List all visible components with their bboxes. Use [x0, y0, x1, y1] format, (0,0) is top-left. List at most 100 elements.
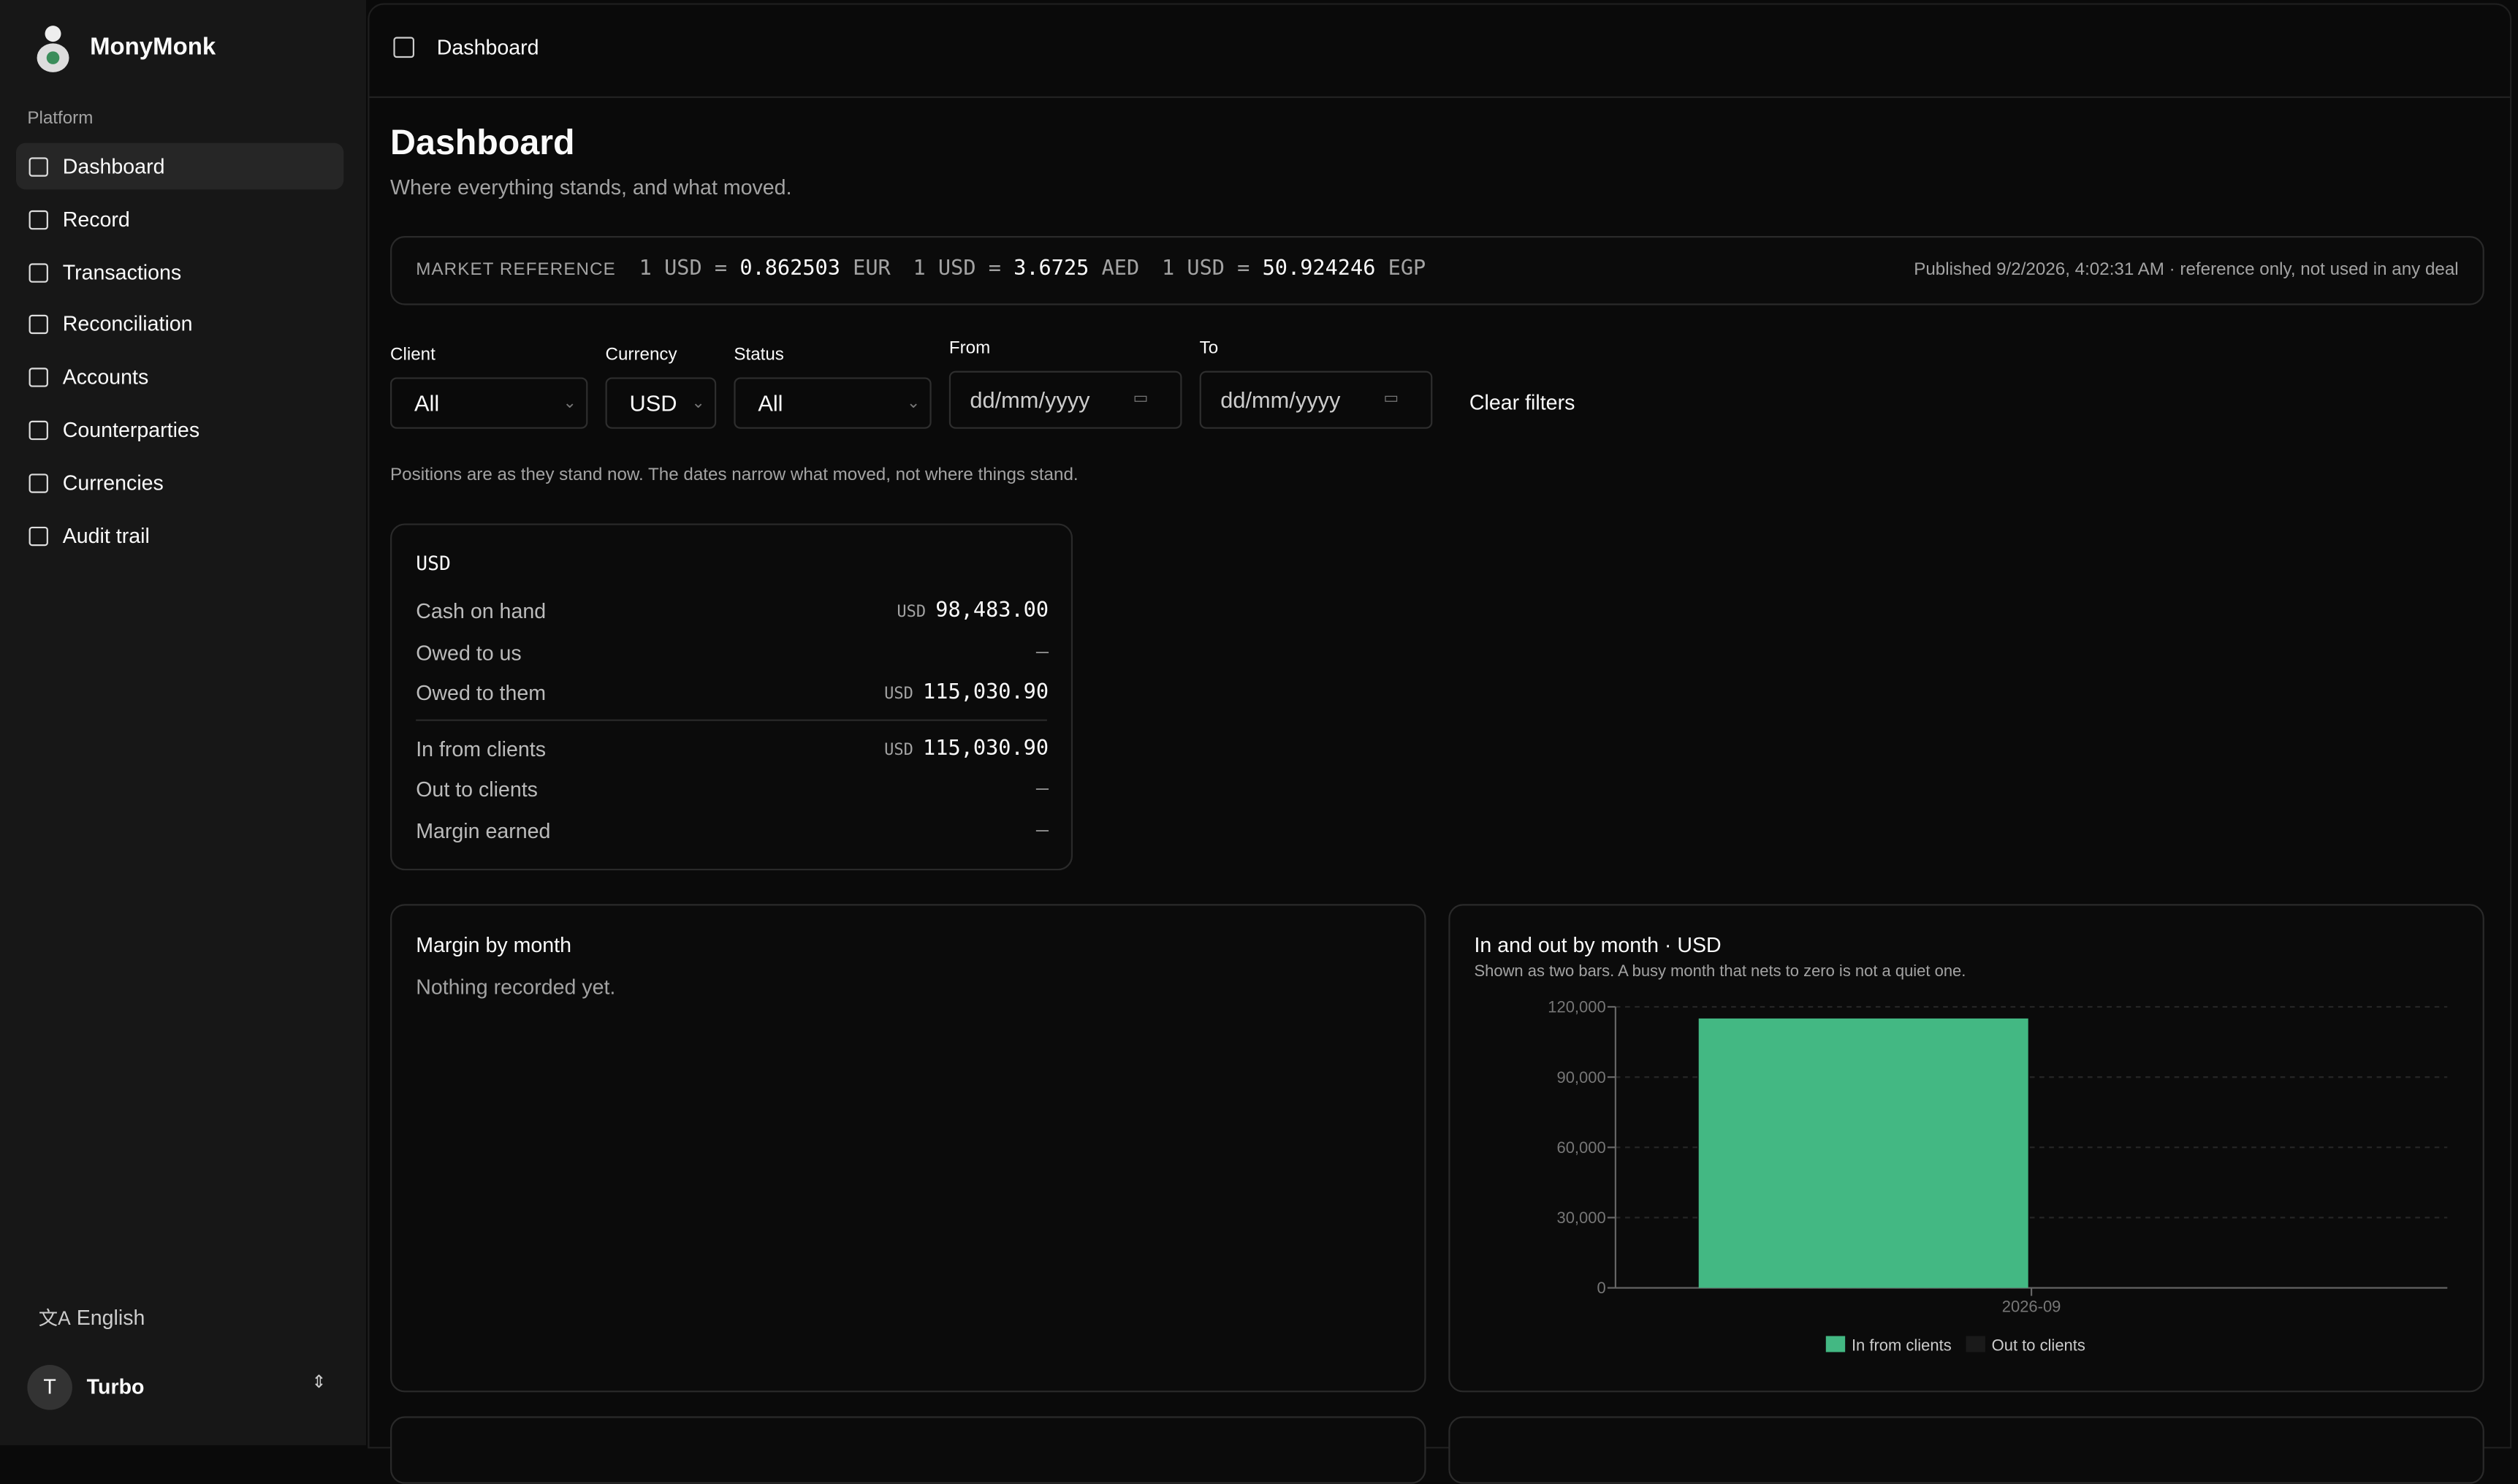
logo	[37, 26, 69, 72]
clear-filters[interactable]: Clear filters	[1469, 390, 1575, 415]
filter-label: Currency	[605, 345, 677, 365]
page-title: Dashboard	[390, 122, 575, 162]
select[interactable]: USD ⌄	[605, 377, 717, 429]
select[interactable]: All ⌄	[734, 377, 932, 429]
filter-value: USD	[629, 390, 677, 416]
nav-item[interactable]: Currencies	[16, 459, 343, 506]
chart: In and out by month · USD Shown as two ba…	[1474, 934, 2448, 1354]
row-amount: 98,483.00	[935, 598, 1049, 623]
row-label: Margin earned	[416, 818, 551, 843]
divider	[416, 719, 1047, 721]
row-unit: USD	[884, 741, 913, 759]
rate: 1 USD = 50.924246 EGP	[1162, 257, 1426, 281]
legend-swatch	[1825, 1336, 1846, 1352]
nav-icon	[28, 368, 48, 388]
row-value: —	[1036, 819, 1049, 843]
row-amount: 115,030.90	[923, 736, 1049, 761]
filter-value: All	[414, 390, 440, 416]
header-divider	[369, 96, 2511, 99]
y-tick-label: 90,000	[1556, 1068, 1605, 1087]
chevron: ⌄	[691, 395, 705, 413]
rate-value: 3.6725	[1013, 256, 1089, 281]
filter-label: From	[948, 338, 991, 359]
date-input[interactable]: dd/mm/yyyy ▭	[1199, 370, 1433, 429]
filter-value: dd/mm/yyyy	[1220, 387, 1341, 413]
filter-value: All	[758, 390, 783, 416]
nav-label: Transactions	[62, 259, 182, 284]
user-name[interactable]: Turbo	[86, 1374, 145, 1399]
nav-label: Accounts	[62, 365, 149, 389]
nav-icon	[28, 262, 48, 282]
legend-label: Out to clients	[1992, 1336, 2085, 1354]
filter-value: dd/mm/yyyy	[970, 387, 1090, 413]
section-label: Platform	[27, 109, 94, 129]
published: Published 9/2/2026, 4:02:31 AM · referen…	[1914, 260, 2459, 280]
row-label: Owed to us	[416, 640, 522, 665]
nav-icon	[28, 315, 48, 335]
y-tick-label: 60,000	[1556, 1138, 1605, 1157]
user-menu-chevron[interactable]: ⇕	[311, 1373, 327, 1393]
rate: 1 USD = 0.862503 EUR	[639, 257, 891, 281]
legend-swatch	[1966, 1336, 1985, 1352]
date-input[interactable]: dd/mm/yyyy ▭	[948, 370, 1182, 429]
calendar-icon: ▭	[1383, 390, 1399, 408]
nav-item[interactable]: Dashboard	[15, 142, 344, 190]
language-label: English	[76, 1305, 145, 1330]
select[interactable]: All ⌄	[390, 377, 588, 429]
rate-currency: EGP	[1388, 256, 1426, 281]
chart-title: In and out by month · USD	[1474, 934, 1721, 957]
breadcrumb: Dashboard	[436, 35, 539, 60]
nav-label: Dashboard	[62, 153, 165, 178]
rate-base: 1 USD =	[639, 256, 728, 281]
nav-label: Record	[62, 207, 130, 232]
card-placeholder	[1448, 1416, 2484, 1484]
chevron: ⌄	[906, 395, 921, 413]
card-title: Margin by month	[416, 932, 572, 957]
language[interactable]: 文A English	[38, 1305, 145, 1330]
row-amount: 115,030.90	[923, 681, 1049, 706]
nav-item[interactable]: Transactions	[16, 248, 343, 295]
nav-icon	[28, 210, 48, 229]
nav-icon	[28, 157, 48, 177]
row-label: In from clients	[416, 736, 547, 761]
rate-currency: AED	[1101, 256, 1140, 281]
rate: 1 USD = 3.6725 AED	[913, 257, 1140, 281]
chart-subtitle: Shown as two bars. A busy month that net…	[1474, 962, 1966, 980]
row-amount: —	[1035, 777, 1049, 802]
row-value: —	[1036, 640, 1049, 664]
chart-card: In and out by month · USD Shown as two ba…	[1448, 904, 2484, 1393]
rate-base: 1 USD =	[1161, 256, 1250, 281]
nav-item[interactable]: Audit trail	[16, 511, 343, 558]
balance-card: USD Cash on hand USD 98,483.00 Owed to us — O…	[390, 523, 1073, 871]
note: Positions are as they stand now. The dat…	[390, 465, 1079, 485]
sidebar: MonyMonk Platform Dashboard Record Transac…	[0, 0, 367, 1445]
empty-message: Nothing recorded yet.	[416, 975, 616, 999]
rate-value: 0.862503	[739, 256, 840, 281]
y-tick-label: 120,000	[1548, 998, 1605, 1016]
sidebar-toggle[interactable]	[393, 37, 415, 58]
nav-icon	[28, 525, 48, 546]
y-tick-label: 0	[1597, 1279, 1605, 1297]
nav-item[interactable]: Reconciliation	[16, 301, 343, 348]
nav-label: Reconciliation	[62, 312, 193, 337]
y-tick-label: 30,000	[1556, 1209, 1605, 1227]
legend-label: In from clients	[1852, 1336, 1952, 1354]
row-unit: USD	[897, 604, 927, 622]
nav-label: Audit trail	[62, 522, 150, 547]
page-subtitle: Where everything stands, and what moved.	[390, 175, 792, 199]
row-label: Out to clients	[416, 777, 538, 802]
row-unit: USD	[884, 686, 913, 704]
nav-item[interactable]: Record	[16, 196, 343, 243]
avatar: T	[27, 1365, 72, 1410]
rates: 1 USD = 0.862503 EUR 1 USD = 3.6725 AED 1 …	[639, 257, 1448, 281]
nav-item[interactable]: Accounts	[16, 354, 343, 400]
rate-value: 50.924246	[1262, 256, 1376, 281]
card-placeholder	[390, 1416, 1426, 1484]
margin-card: Margin by month Nothing recorded yet.	[390, 904, 1426, 1393]
row-amount: —	[1035, 818, 1049, 843]
rate-currency: EUR	[853, 256, 891, 281]
bar	[1698, 1018, 2028, 1288]
nav-item[interactable]: Counterparties	[16, 406, 343, 453]
filter-label: Client	[390, 345, 435, 365]
